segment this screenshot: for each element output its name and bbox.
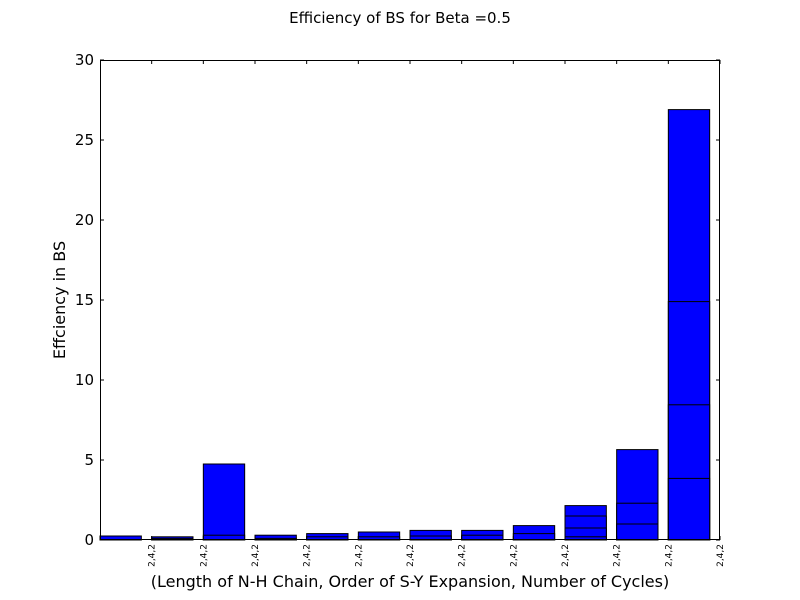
bar-segment (616, 523, 659, 541)
y-tick-label: 15 (75, 291, 94, 309)
bar-segment (667, 477, 711, 541)
x-tick-label: 2,4,2 (199, 544, 209, 567)
x-tick-label: 2,4,2 (458, 544, 468, 567)
ticks-layer: 2,4,2 2,4,2 2,4,2 2,4,2 2,4,2 2,4,2 2,4,2 2,4,2… (75, 51, 726, 567)
bar-segment (202, 463, 246, 541)
x-tick-label: 2,4,2 (716, 544, 726, 567)
y-tick-label: 0 (84, 531, 94, 549)
x-tick-label: 2,4,2 (561, 544, 571, 567)
y-tick-label: 5 (84, 451, 94, 469)
y-tick-label: 30 (75, 51, 94, 69)
plot-frame (100, 60, 720, 540)
x-tick-label: 2,4,2 (613, 544, 623, 567)
x-axis-label: (Length of N-H Chain, Order of S-Y Expan… (151, 572, 669, 591)
y-axis-label: Effciency in BS (50, 241, 69, 359)
x-tick-label: 2,4,2 (406, 544, 416, 567)
y-tick-label: 25 (75, 131, 94, 149)
x-tick-label: 2,4,2 (303, 544, 313, 567)
x-tick-label: 2,4,2 (251, 544, 261, 567)
x-tick-label: 2,4,2 (664, 544, 674, 567)
x-tick-label: 2,4,2 (148, 544, 158, 567)
x-tick-label: 2,4,2 (509, 544, 519, 567)
y-tick-label: 10 (75, 371, 94, 389)
chart-title: Efficiency of BS for Beta =0.5 (289, 9, 511, 27)
y-tick-label: 20 (75, 211, 94, 229)
bars-layer (99, 109, 711, 541)
x-tick-label: 2,4,2 (354, 544, 364, 567)
